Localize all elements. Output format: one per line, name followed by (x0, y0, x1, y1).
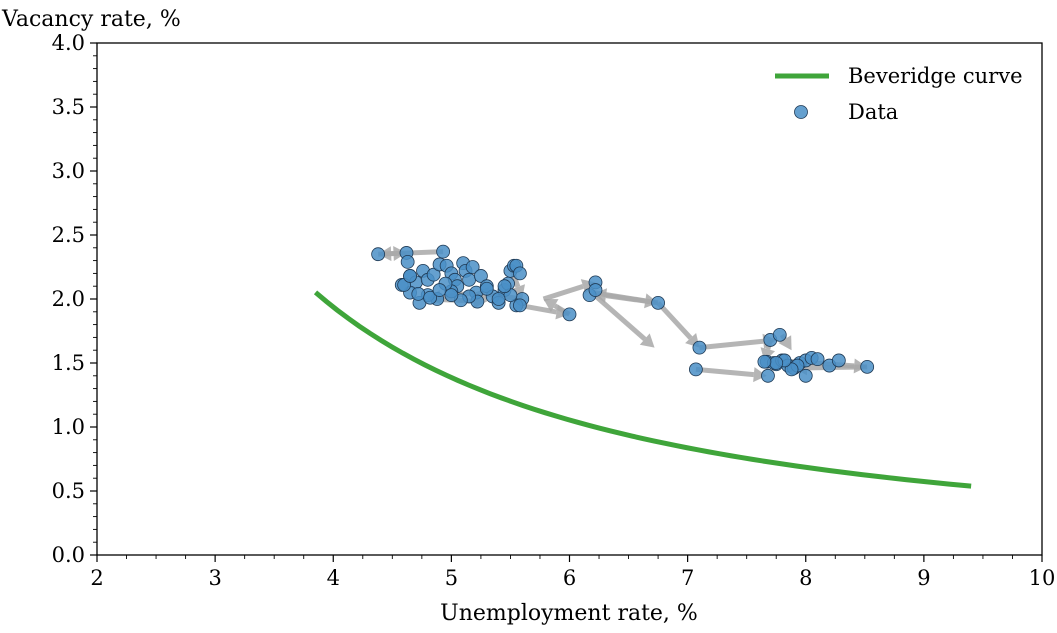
data-point (474, 269, 488, 283)
data-point (757, 354, 772, 369)
data-point (432, 283, 447, 297)
data-point (411, 286, 426, 301)
beveridge-curve (313, 290, 972, 489)
data-point (651, 295, 665, 310)
axes: 2 3 4 5 6 7 8 9 10 0.0 0.5 1.0 1.5 2.0 2.5 3.0 3.5 4.0 (52, 31, 1056, 590)
data-point (462, 272, 476, 287)
arrow-shaft-8 (542, 283, 584, 302)
x-tick-label: 7 (681, 566, 694, 590)
y-tick-label: 1.5 (52, 351, 85, 375)
data-point (436, 244, 451, 259)
data-point (761, 368, 775, 383)
arrow-shaft-16 (806, 364, 868, 371)
legend-curve-label: Beveridge curve (848, 64, 1023, 88)
x-tick-label: 9 (917, 566, 930, 590)
data-point (400, 254, 415, 269)
legend: Beveridge curve Data (775, 64, 1023, 124)
data-point (426, 267, 441, 282)
data-point (423, 290, 438, 305)
data-point (479, 281, 494, 296)
arrow-head-11 (639, 333, 655, 348)
arrow-head-10 (593, 288, 608, 304)
x-tick-label: 5 (445, 566, 458, 590)
y-tick-label: 3.5 (52, 95, 85, 119)
arrow-head-14 (753, 367, 767, 383)
arrow-shaft-12 (656, 301, 693, 340)
x-tick-label: 10 (1029, 566, 1056, 590)
x-axis-label: Unemployment rate, % (440, 601, 698, 626)
arrow-head-7 (543, 299, 559, 313)
beveridge-curve-layer (313, 290, 972, 489)
arrow-head-18 (778, 335, 792, 351)
data-point (444, 288, 459, 303)
arrow-shaft-14 (695, 366, 755, 378)
data-point (831, 353, 846, 368)
data-point (588, 283, 603, 297)
legend-data-swatch (794, 105, 808, 119)
x-tick-label: 8 (799, 566, 812, 590)
data-point (371, 247, 386, 262)
arrow-shaft-11 (591, 291, 647, 341)
x-tick-label: 3 (208, 566, 221, 590)
y-tick-label: 4.0 (52, 31, 85, 55)
y-tick-label: 0.5 (52, 479, 85, 503)
y-tick-label: 0.0 (52, 543, 85, 567)
data-point (688, 362, 703, 377)
y-axis-label: Vacancy rate, % (1, 7, 181, 32)
x-tick-label: 2 (90, 566, 103, 590)
data-point (772, 327, 787, 342)
data-point (491, 292, 506, 306)
y-tick-label: 3.0 (52, 159, 85, 183)
arrow-shaft-13 (699, 338, 764, 351)
data-point (769, 356, 784, 370)
data-point (512, 298, 527, 313)
legend-data-label: Data (848, 100, 898, 124)
data-point (497, 279, 512, 294)
data-point (512, 266, 527, 281)
data-point (798, 368, 813, 383)
arrow-shaft-10 (605, 293, 659, 306)
x-tick-label: 4 (327, 566, 340, 590)
data-point (465, 260, 480, 274)
data-point (810, 352, 825, 367)
y-tick-label: 2.0 (52, 287, 85, 311)
y-tick-label: 2.5 (52, 223, 85, 247)
y-tick-label: 1.0 (52, 415, 85, 439)
data-point (860, 359, 875, 374)
data-points (371, 244, 875, 383)
data-point (562, 307, 577, 322)
data-point (403, 269, 417, 283)
data-point (692, 340, 707, 355)
x-tick-label: 6 (563, 566, 576, 590)
